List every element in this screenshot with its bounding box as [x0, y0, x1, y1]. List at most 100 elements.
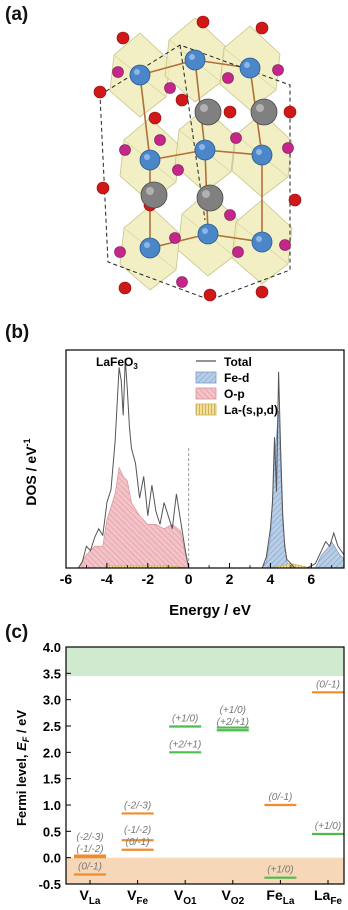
dos-title: LaFeO3	[96, 355, 138, 371]
oxygen-atom	[96, 181, 110, 195]
lanthanum-atom	[250, 98, 278, 126]
svg-text:Fermi level, EF / eV: Fermi level, EF / eV	[14, 710, 31, 826]
lanthanum-atom	[196, 184, 224, 212]
oxygen-atom	[282, 142, 294, 154]
oxygen-atom	[176, 276, 188, 288]
iron-atom	[251, 231, 273, 253]
lanthanum-atom	[140, 181, 168, 209]
transition-level-label: (-1/-2)	[76, 844, 103, 855]
tl-ytick-label: 2.0	[43, 745, 61, 760]
transition-level-label: (0/-1)	[126, 837, 150, 848]
atom-highlight	[256, 149, 262, 155]
atom-highlight	[144, 154, 150, 160]
legend-label: Fe-d	[224, 371, 249, 385]
legend-label: La-(s,p,d)	[224, 403, 278, 417]
dos-chart: -6 -4 -2 0 2 4 6 LaFeO3 DOS / eV-1 Energy / eV…	[22, 349, 345, 619]
transition-level-chart: -0.50.00.51.01.52.02.53.03.54.0 (0/-1)(-…	[14, 640, 345, 907]
dos-xtick-label: -4	[101, 571, 114, 587]
dos-total-line	[261, 371, 345, 569]
oxygen-atom	[232, 246, 244, 258]
panel-label-c: (c)	[5, 622, 29, 643]
iron-atom	[139, 237, 161, 259]
tl-ytick-label: 3.5	[43, 666, 61, 681]
tl-category-label: VO2	[221, 887, 244, 907]
iron-atom	[239, 57, 261, 79]
iron-atom	[129, 64, 151, 86]
tl-category-label: LaFe	[314, 887, 342, 907]
oxygen-atom	[203, 288, 217, 302]
oxygen-atom	[93, 85, 107, 99]
atom-highlight	[256, 236, 262, 242]
oxygen-atom	[169, 232, 181, 244]
dos-xtick-label: 6	[307, 571, 315, 587]
oxygen-atom	[230, 132, 242, 144]
transition-level-label: (+1/0)	[220, 705, 246, 716]
atom-highlight	[144, 242, 150, 248]
transition-level-label: (+2/+1)	[169, 739, 201, 750]
tl-category-label: FeLa	[266, 887, 294, 907]
legend-label: O-p	[224, 387, 245, 401]
iron-atom	[251, 144, 273, 166]
oxygen-atom	[223, 105, 237, 119]
oxygen-atom	[272, 64, 284, 76]
svg-text:DOS / eV-1: DOS / eV-1	[22, 438, 39, 505]
transition-level-label: (-1/-2)	[124, 825, 151, 836]
tl-ytick-label: 0.5	[43, 824, 61, 839]
tl-ytick-label: 0.0	[43, 851, 61, 866]
oxygen-atom	[112, 66, 124, 78]
tl-ylabel: Fermi level, EF / eV	[14, 710, 31, 826]
oxygen-atom	[164, 82, 176, 94]
oxygen-atom	[114, 246, 126, 258]
dos-xtick-label: 2	[226, 571, 234, 587]
atom-highlight	[202, 228, 208, 234]
oxygen-atom	[288, 193, 302, 207]
tl-ytick-label: 2.5	[43, 719, 61, 734]
dos-total-line	[77, 358, 190, 569]
iron-atom	[194, 139, 216, 161]
iron-atom	[197, 223, 219, 245]
oxygen-atom	[172, 164, 184, 176]
oxygen-atom	[118, 281, 132, 295]
dos-xlabel: Energy / eV	[169, 602, 251, 619]
dos-plot-frame	[65, 349, 345, 569]
legend-label: Total	[224, 355, 252, 369]
valence-band	[66, 857, 344, 884]
dos-xtick-label: 0	[185, 571, 193, 587]
transition-level-label: (+1/0)	[172, 714, 198, 725]
oxygen-atom	[224, 209, 236, 221]
dos-area-fed	[261, 410, 345, 569]
transition-level-label: (+2/+1)	[217, 717, 249, 728]
oxygen-atom	[279, 239, 291, 251]
oxygen-atom	[255, 21, 269, 35]
dos-area-op	[78, 466, 189, 569]
conduction-band	[66, 647, 344, 676]
dos-xtick-label: -2	[142, 571, 155, 587]
tl-ytick-label: 4.0	[43, 640, 61, 655]
oxygen-atom	[283, 105, 297, 119]
transition-level-label: (0/-1)	[78, 862, 102, 873]
oxygen-atom	[222, 72, 234, 84]
oxygen-atom	[196, 15, 210, 29]
transition-level-label: (+1/0)	[315, 821, 341, 832]
atom-highlight	[200, 104, 208, 112]
tl-category-label: VO1	[174, 887, 197, 907]
fe-o-bond	[139, 74, 151, 161]
oxygen-atom	[119, 144, 131, 156]
iron-atom	[184, 49, 206, 71]
transition-level-label: (0/-1)	[268, 792, 292, 803]
oxygen-atom	[116, 31, 130, 45]
dos-legend: Total Fe-d O-p La-(s,p,d)	[195, 355, 278, 417]
oxygen-atom	[255, 285, 269, 299]
tl-ytick-label: -0.5	[39, 877, 61, 892]
lanthanum-atom	[194, 98, 222, 126]
atom-highlight	[244, 62, 250, 68]
dos-xtick-label: 4	[267, 571, 275, 587]
dos-ylabel: DOS / eV-1	[22, 438, 39, 505]
tl-category-label: VLa	[79, 887, 100, 907]
tl-plot-frame	[65, 646, 345, 885]
tl-category-label: VFe	[127, 887, 148, 907]
tl-ytick-label: 1.0	[43, 798, 61, 813]
tl-ytick-label: 3.0	[43, 693, 61, 708]
legend-swatch	[195, 403, 217, 416]
crystal-structure-image	[93, 15, 302, 302]
